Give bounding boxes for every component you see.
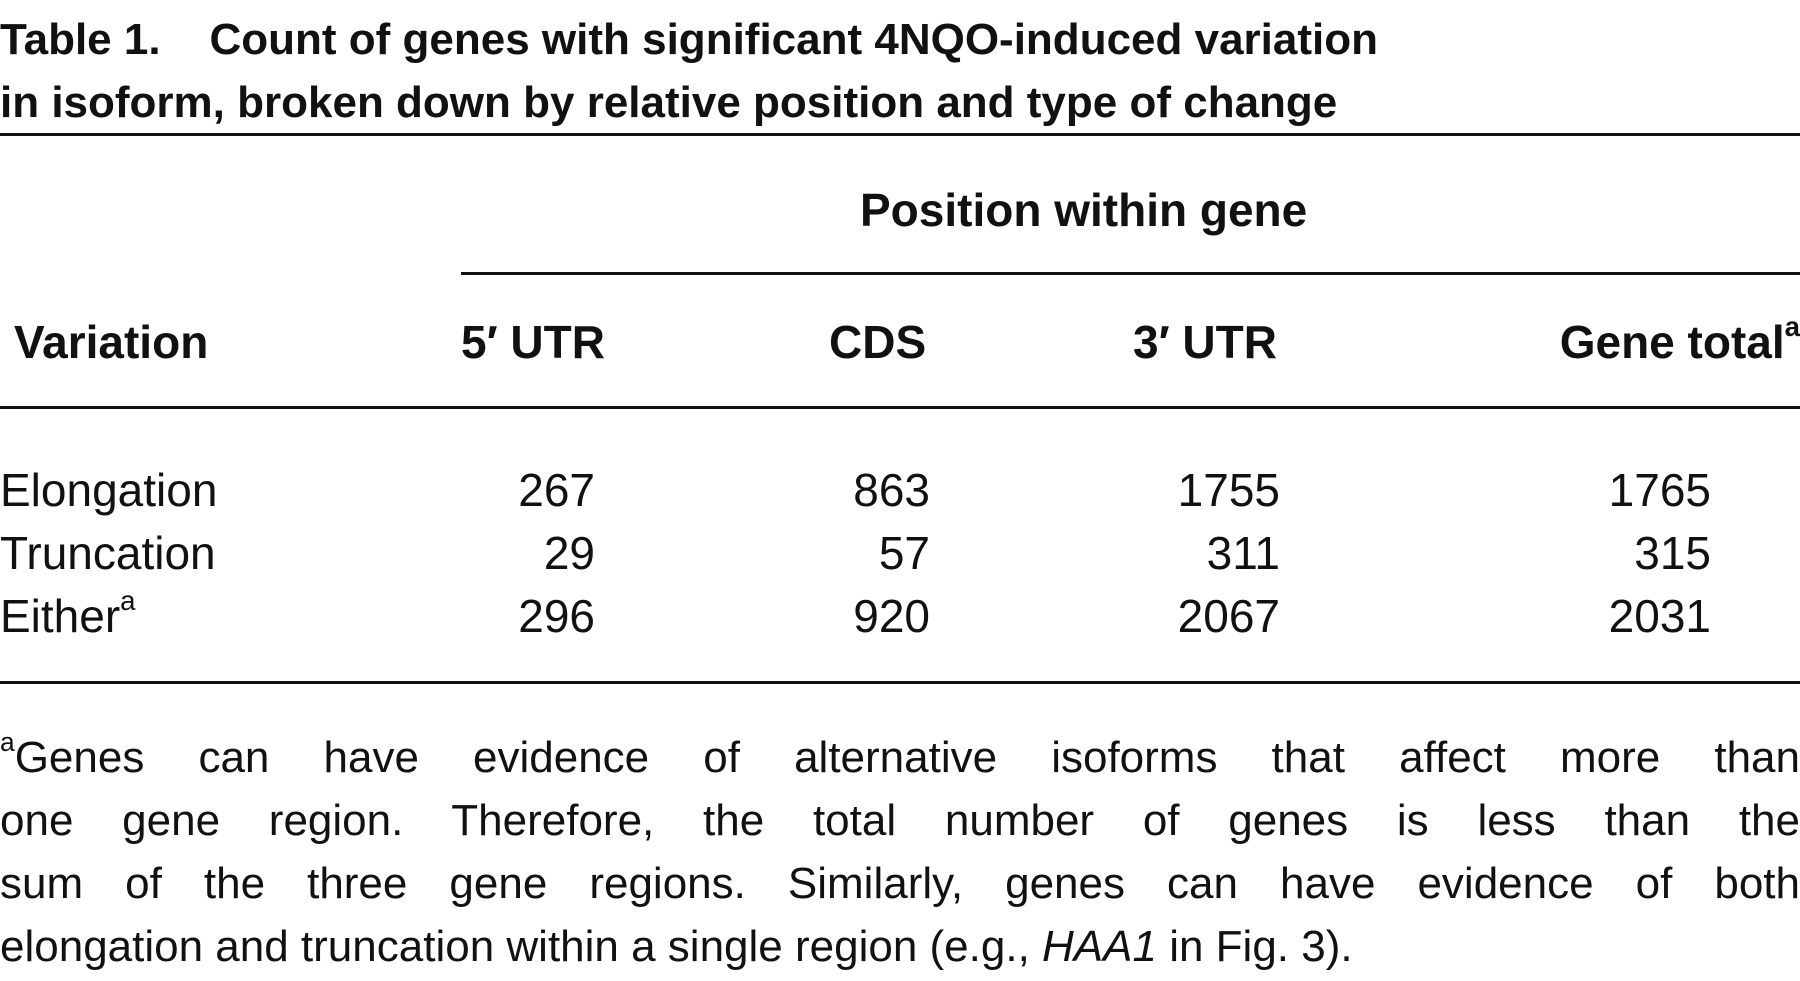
footnote-text: in Fig. 3). <box>1156 922 1353 971</box>
table-cell: 2067 <box>1177 590 1280 642</box>
footnote-line: aGenes can have evidence of alternative … <box>0 726 1800 795</box>
table-cell: 863 <box>853 464 930 516</box>
footnote-text: elongation and truncation within a singl… <box>0 922 1043 971</box>
gene-name: HAA1 <box>1042 922 1157 971</box>
table-cell: 57 <box>878 527 930 579</box>
row-label-text: Truncation <box>0 527 216 579</box>
column-header: 3′ UTR <box>1133 316 1277 368</box>
footnote-text: Genes can have evidence of alternative i… <box>14 733 1800 782</box>
footnote-marker: a <box>0 726 15 757</box>
row-label-text: Elongation <box>0 464 218 516</box>
column-header: 5′ UTR <box>461 316 605 368</box>
footnote-line: elongation and truncation within a singl… <box>0 915 1800 978</box>
table-label: Table 1. <box>0 15 161 64</box>
row-label-text: Either <box>0 590 121 642</box>
footnote-line: sum of the three gene regions. Similarly… <box>0 859 1800 908</box>
row-label: Elongation <box>0 462 217 518</box>
table-cell: 1765 <box>1608 464 1711 516</box>
bottom-rule <box>0 681 1800 684</box>
spanner-header: Position within gene <box>860 184 1308 236</box>
row-label: Truncation <box>0 525 216 581</box>
table-title: in isoform, broken down by relative posi… <box>0 78 1338 127</box>
caption-line: Table 1. Count of genes with significant… <box>0 8 1378 71</box>
table-cell: 296 <box>518 590 595 642</box>
table-cell: 920 <box>853 590 930 642</box>
table-title: Count of genes with significant 4NQO-ind… <box>209 15 1378 64</box>
footnote-ref: a <box>1784 310 1800 342</box>
spanner-rule <box>461 272 1800 275</box>
table-cell: 29 <box>543 527 595 579</box>
table-cell: 315 <box>1634 527 1711 579</box>
header-rule <box>0 406 1800 409</box>
footnote-line: one gene region. Therefore, the total nu… <box>0 796 1800 845</box>
column-header: CDS <box>829 316 927 368</box>
footnote-ref: a <box>120 584 136 616</box>
column-header: Variation <box>14 316 209 368</box>
column-header: Gene totala <box>1559 310 1800 377</box>
table-cell: 1755 <box>1177 464 1280 516</box>
table-cell: 267 <box>518 464 595 516</box>
table-cell: 2031 <box>1608 590 1711 642</box>
top-rule <box>0 133 1800 136</box>
column-header-text: Gene total <box>1559 316 1785 368</box>
row-label: Eithera <box>0 584 136 651</box>
table-cell: 311 <box>1206 527 1280 579</box>
